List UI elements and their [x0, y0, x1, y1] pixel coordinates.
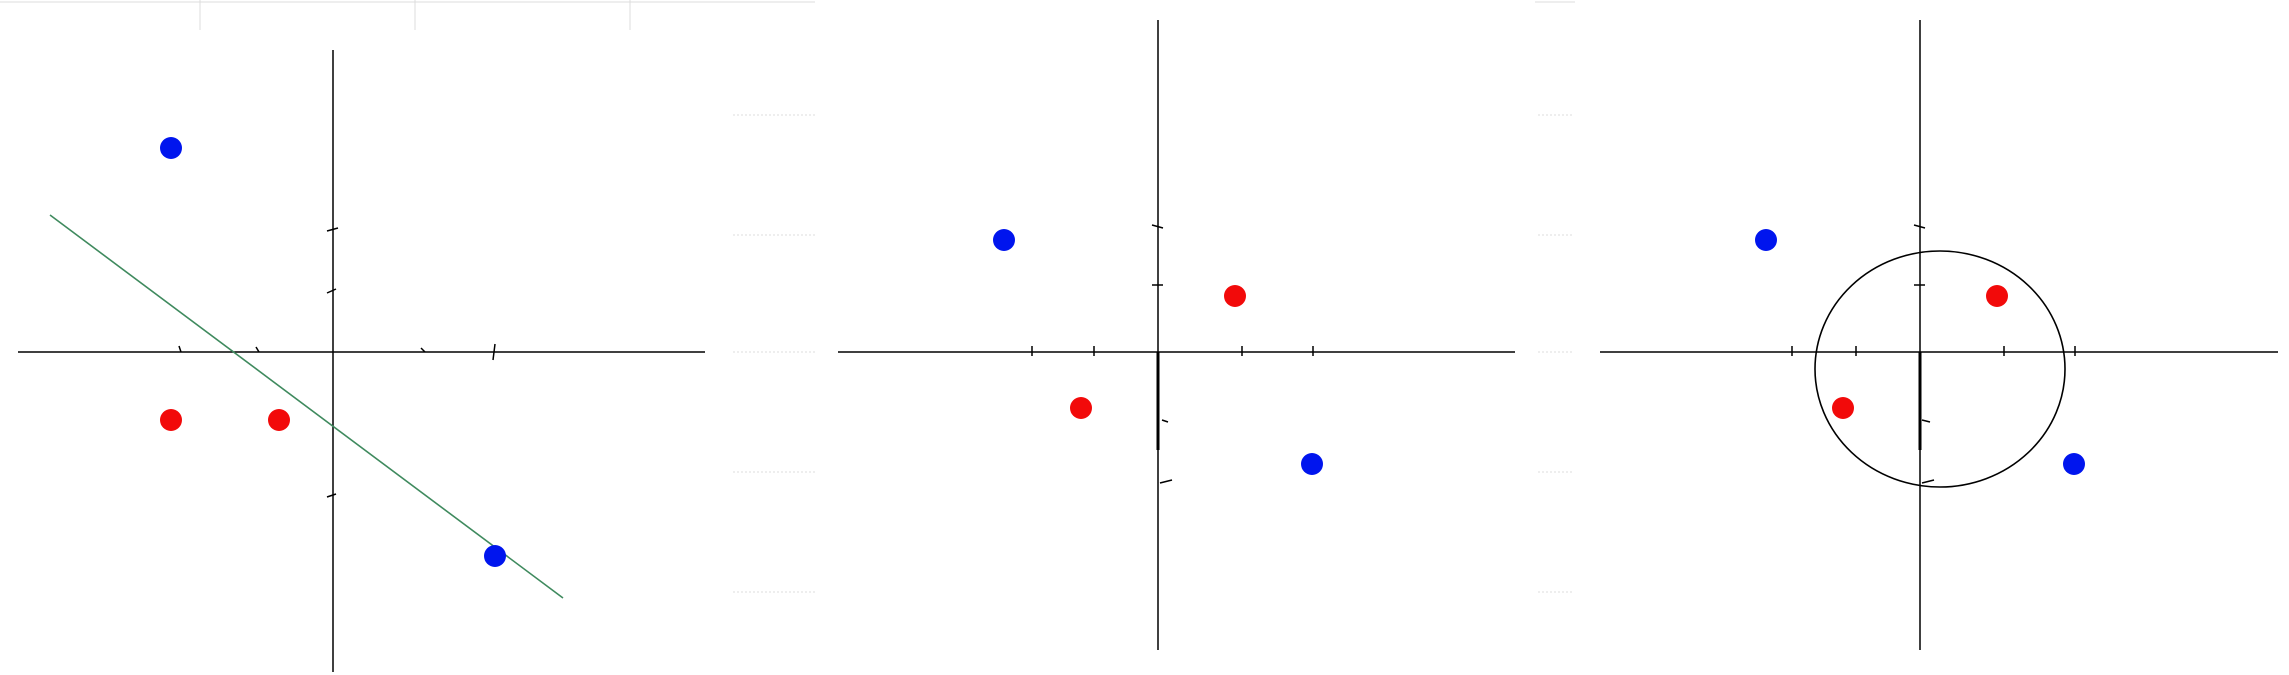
- red-data-point-3: [1070, 397, 1092, 419]
- blue-data-point-1: [160, 137, 182, 159]
- panel-point-layout: [838, 20, 1515, 650]
- red-data-point-3: [1832, 397, 1854, 419]
- blue-data-point-4: [1301, 453, 1323, 475]
- data-points: [1755, 229, 2085, 475]
- red-data-point-2: [160, 409, 182, 431]
- linear-decision-boundary: [49, 214, 564, 599]
- axis-ticks: [178, 227, 496, 498]
- data-points: [160, 137, 506, 567]
- red-data-point-2: [1986, 285, 2008, 307]
- blue-data-point-1: [993, 229, 1015, 251]
- data-points: [993, 229, 1323, 475]
- panel-linear-separation: [18, 50, 705, 672]
- blue-data-point-4: [484, 545, 506, 567]
- panel-circular-separation: [1600, 20, 2278, 650]
- circular-decision-boundary: [1814, 250, 2066, 488]
- blue-data-point-1: [1755, 229, 1777, 251]
- faint-guides: [0, 0, 1575, 593]
- axis-ticks: [1791, 224, 2076, 484]
- axis-ticks: [1031, 224, 1314, 484]
- red-data-point-3: [268, 409, 290, 431]
- blue-data-point-4: [2063, 453, 2085, 475]
- red-data-point-2: [1224, 285, 1246, 307]
